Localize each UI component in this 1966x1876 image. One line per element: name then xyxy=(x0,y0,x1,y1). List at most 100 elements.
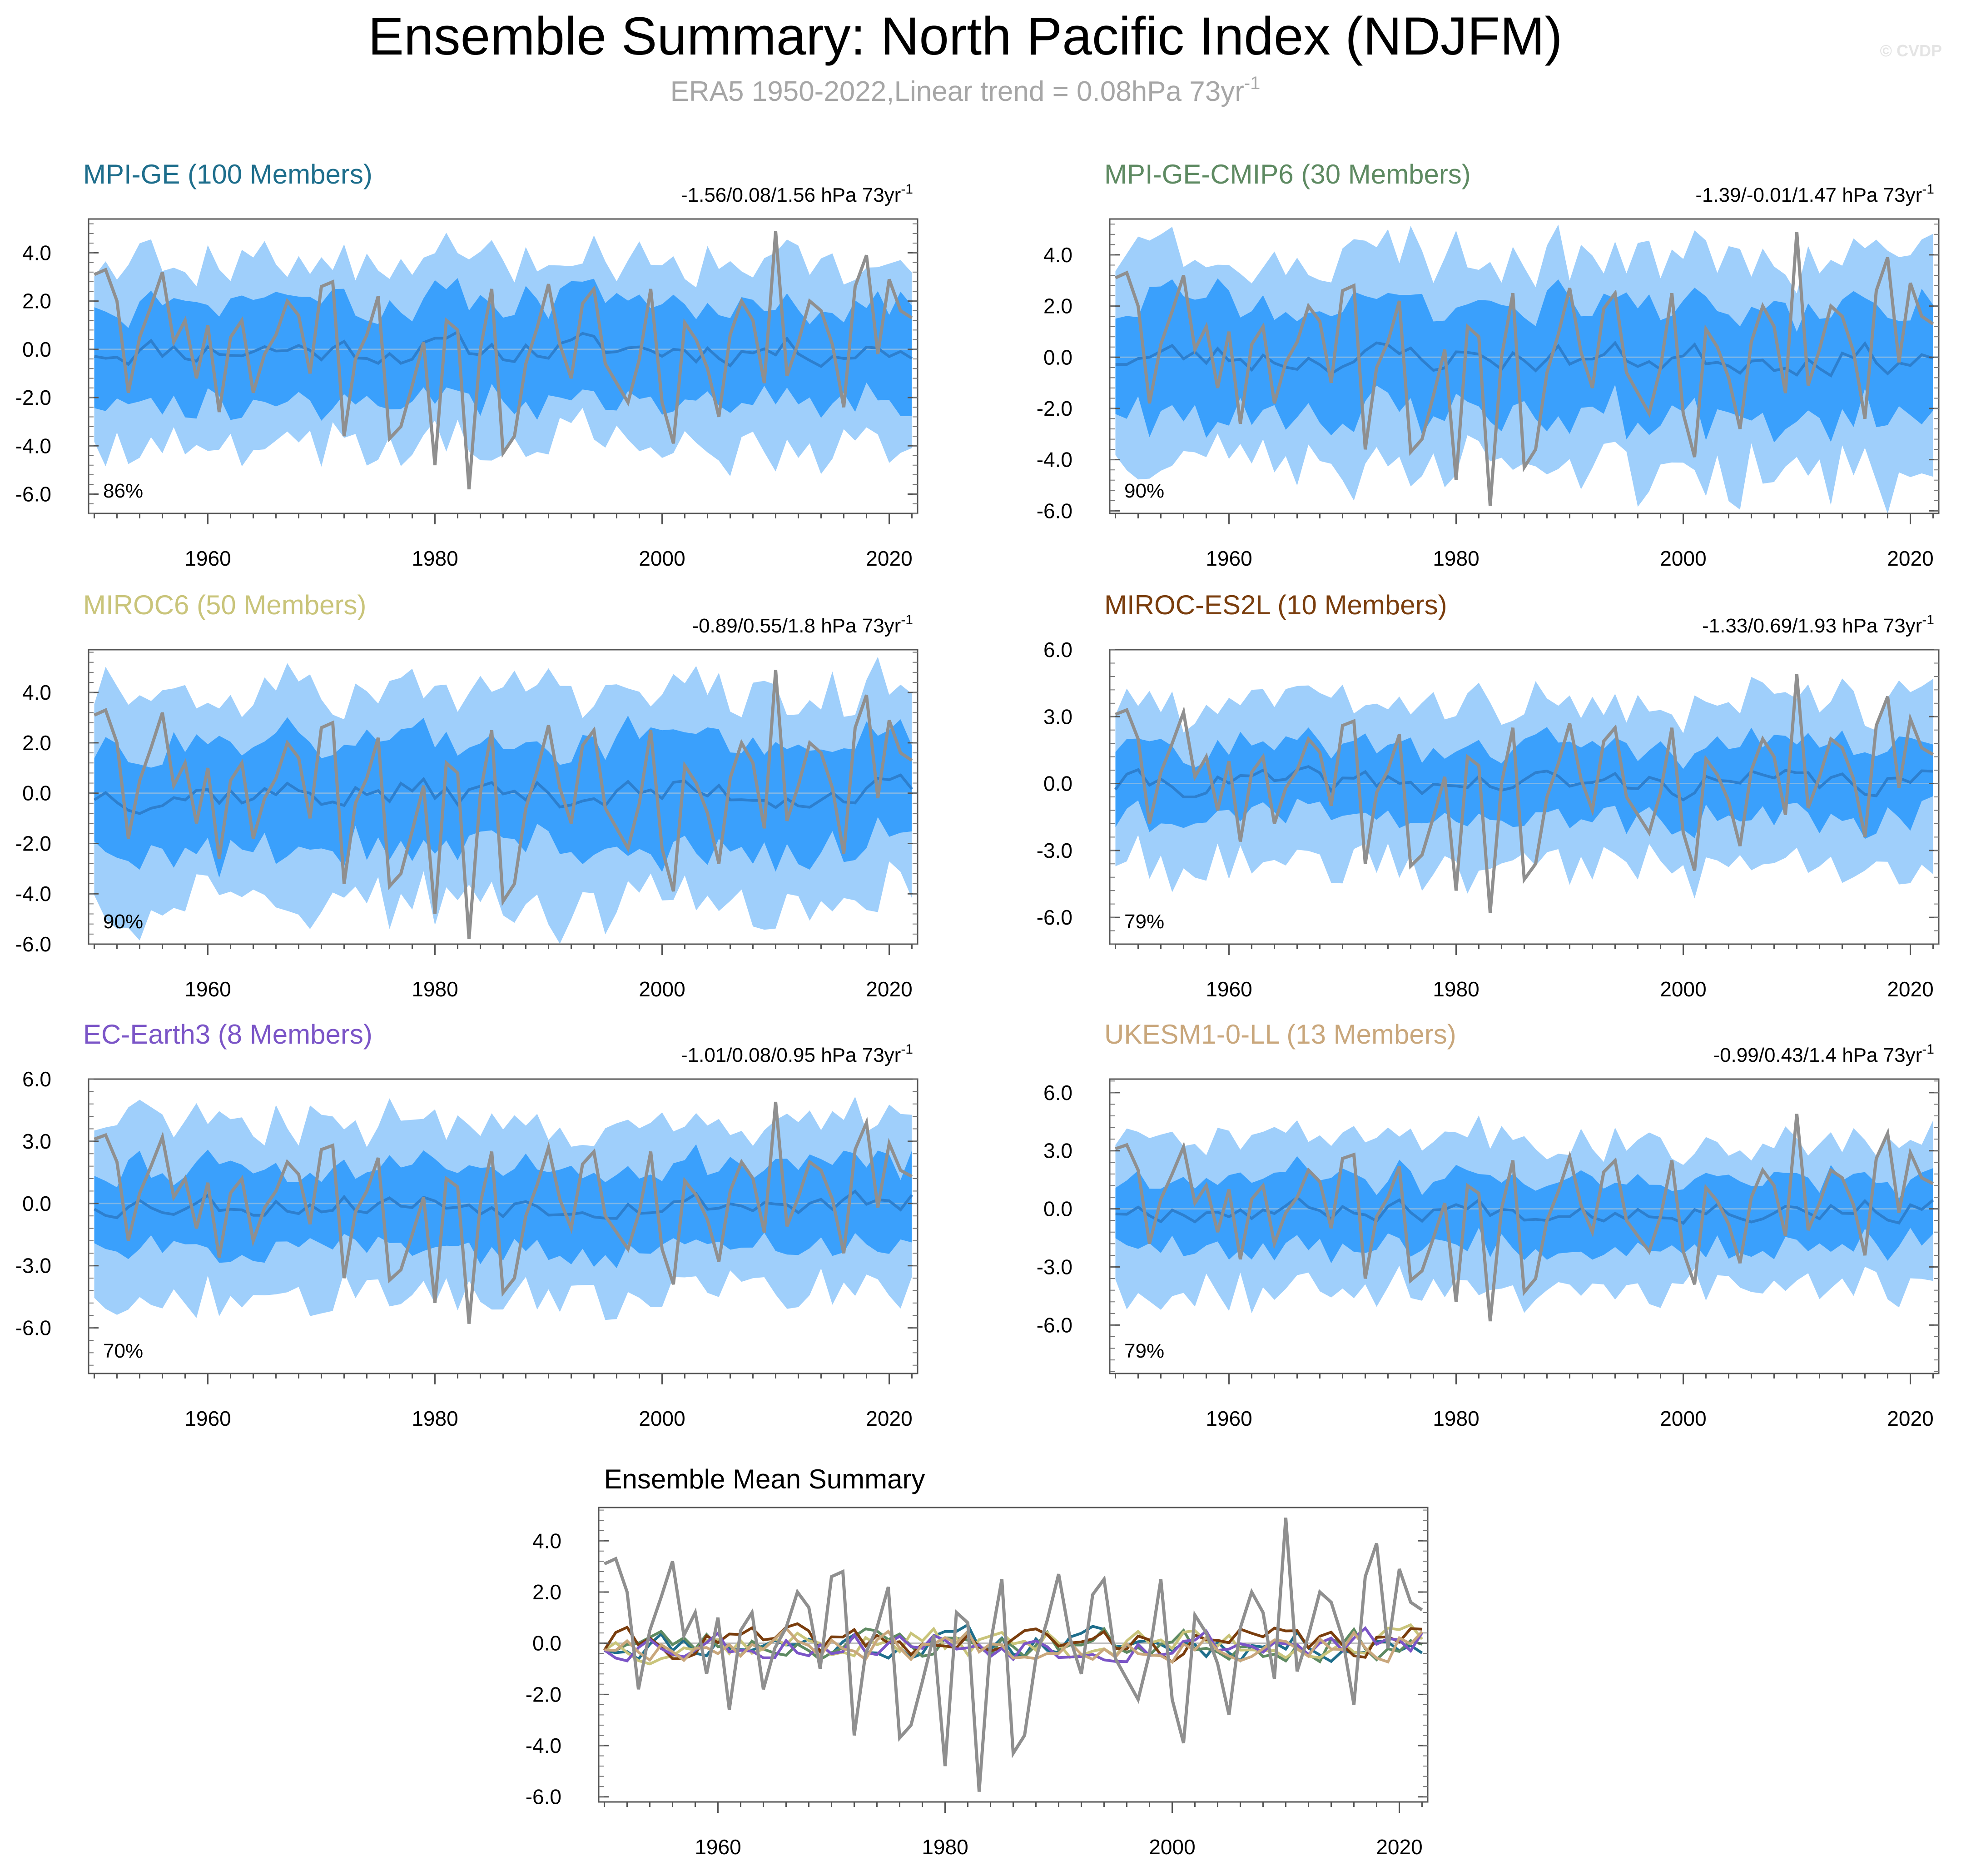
x-tick-label: 1980 xyxy=(1433,1407,1479,1430)
y-tick-label: 0.0 xyxy=(532,1632,561,1655)
x-tick-label: 2020 xyxy=(866,977,912,1001)
y-tick-label: 3.0 xyxy=(22,1130,51,1153)
y-tick-label: -2.0 xyxy=(526,1682,561,1706)
percent-label: 90% xyxy=(1124,480,1164,502)
x-tick-label: 2020 xyxy=(1887,977,1933,1001)
plot-area xyxy=(89,1096,918,1324)
percent-label: 86% xyxy=(103,480,143,502)
x-tick-label: 2020 xyxy=(1887,1407,1933,1430)
y-tick-label: -6.0 xyxy=(15,932,51,956)
x-tick-label: 2000 xyxy=(1660,547,1706,570)
chart-panel: 90% -1.39/-0.01/1.47 hPa 73yr-1 MPI-GE-CMI… xyxy=(1037,159,1940,570)
chart-panel: 86% -1.56/0.08/1.56 hPa 73yr-1 MPI-GE (100… xyxy=(15,159,918,570)
observation-line xyxy=(94,231,913,490)
y-tick-label: 2.0 xyxy=(22,731,51,755)
y-tick-label: 3.0 xyxy=(1043,705,1072,728)
percent-label: 79% xyxy=(1124,911,1164,933)
y-tick-label: -6.0 xyxy=(15,483,51,506)
y-tick-label: 3.0 xyxy=(1043,1139,1072,1163)
x-tick-label: 1960 xyxy=(184,547,231,570)
x-tick-label: 2000 xyxy=(1660,977,1706,1001)
y-tick-label: -2.0 xyxy=(15,386,51,409)
trend-sup: -1 xyxy=(901,1042,913,1057)
observation-line xyxy=(94,1101,913,1324)
trend-sup: -1 xyxy=(1922,1042,1934,1057)
y-tick-label: -4.0 xyxy=(526,1734,561,1757)
x-tick-label: 1960 xyxy=(184,977,231,1001)
x-tick-label: 2000 xyxy=(639,1407,685,1430)
plot-area xyxy=(599,1518,1428,1792)
x-tick-label: 1960 xyxy=(1206,977,1252,1001)
y-tick-label: -2.0 xyxy=(15,831,51,855)
figure-subtitle: ERA5 1950-2022,Linear trend = 0.08hPa 73… xyxy=(670,73,1261,107)
x-tick-label: 2020 xyxy=(866,1407,912,1430)
trend-label: -1.39/-0.01/1.47 hPa 73yr-1 xyxy=(1695,182,1934,206)
x-tick-label: 1980 xyxy=(1433,977,1479,1001)
y-tick-label: 0.0 xyxy=(1043,345,1072,369)
y-tick-label: 4.0 xyxy=(532,1529,561,1553)
plot-area xyxy=(1110,1114,1939,1322)
x-tick-label: 2020 xyxy=(866,547,912,570)
panel-title: MIROC6 (50 Members) xyxy=(83,590,366,620)
trend-label: -0.99/0.43/1.4 hPa 73yr-1 xyxy=(1713,1042,1934,1066)
y-tick-label: -4.0 xyxy=(15,434,51,458)
panel-title: MPI-GE-CMIP6 (30 Members) xyxy=(1104,159,1471,189)
x-tick-label: 1960 xyxy=(184,1407,231,1430)
y-tick-label: -6.0 xyxy=(526,1785,561,1809)
y-tick-label: -4.0 xyxy=(1037,448,1072,472)
x-tick-label: 1980 xyxy=(412,1407,458,1430)
observation-line xyxy=(1115,1114,1934,1322)
chart-panel: 90% -0.89/0.55/1.8 hPa 73yr-1 MIROC6 (50 M… xyxy=(15,590,918,1001)
panel-title: EC-Earth3 (8 Members) xyxy=(83,1019,372,1050)
plot-area xyxy=(89,231,918,490)
y-tick-label: 6.0 xyxy=(22,1067,51,1091)
credit-watermark: © CVDP xyxy=(1880,41,1942,60)
chart-panel: 79% -1.33/0.69/1.93 hPa 73yr-1 MIROC-ES2L … xyxy=(1037,590,1940,1001)
plot-area xyxy=(89,657,918,944)
y-tick-label: 6.0 xyxy=(1043,638,1072,662)
trend-sup: -1 xyxy=(1922,612,1934,627)
y-tick-label: -6.0 xyxy=(1037,499,1072,522)
y-tick-label: 0.0 xyxy=(1043,1197,1072,1221)
y-tick-label: 4.0 xyxy=(22,241,51,264)
y-tick-label: -4.0 xyxy=(15,882,51,906)
y-tick-label: 6.0 xyxy=(1043,1081,1072,1105)
observation-line xyxy=(604,1518,1423,1792)
trend-label: -1.01/0.08/0.95 hPa 73yr-1 xyxy=(681,1042,913,1066)
plot-area xyxy=(1110,674,1939,913)
x-tick-label: 2020 xyxy=(1376,1835,1422,1859)
y-tick-label: -3.0 xyxy=(1037,1255,1072,1279)
y-tick-label: 2.0 xyxy=(1043,294,1072,318)
chart-panel: 70% -1.01/0.08/0.95 hPa 73yr-1 EC-Earth3 (… xyxy=(15,1019,918,1430)
panel-title: Ensemble Mean Summary xyxy=(604,1464,925,1494)
panel-title: MPI-GE (100 Members) xyxy=(83,159,372,189)
x-tick-label: 1980 xyxy=(1433,547,1479,570)
figure-title: Ensemble Summary: North Pacific Index (N… xyxy=(368,6,1562,66)
panel-title: UKESM1-0-LL (13 Members) xyxy=(1104,1019,1456,1050)
ensemble-mean-series xyxy=(604,1626,1423,1664)
panel-title: MIROC-ES2L (10 Members) xyxy=(1104,590,1447,620)
x-tick-label: 1980 xyxy=(412,977,458,1001)
x-tick-label: 1960 xyxy=(1206,547,1252,570)
trend-label: -1.56/0.08/1.56 hPa 73yr-1 xyxy=(681,182,913,206)
x-tick-label: 2000 xyxy=(1660,1407,1706,1430)
y-tick-label: -3.0 xyxy=(15,1254,51,1278)
panels: 86% -1.56/0.08/1.56 hPa 73yr-1 MPI-GE (100… xyxy=(15,159,1940,1859)
ensemble-mean-line xyxy=(1115,340,1934,378)
y-tick-label: 4.0 xyxy=(22,681,51,704)
trend-sup: -1 xyxy=(901,612,913,627)
y-tick-label: -6.0 xyxy=(15,1316,51,1340)
trend-sup: -1 xyxy=(901,182,913,197)
y-tick-label: 2.0 xyxy=(532,1580,561,1604)
trend-value: -1.33/0.69/1.93 hPa 73yr xyxy=(1702,615,1922,637)
x-tick-label: 1980 xyxy=(412,547,458,570)
observation-line xyxy=(1115,674,1934,913)
trend-value: -0.99/0.43/1.4 hPa 73yr xyxy=(1713,1044,1922,1066)
y-tick-label: 4.0 xyxy=(1043,243,1072,267)
chart-panel: Ensemble Mean Summary 4.0 2.0 0.0 -2.0 -4.0 -6… xyxy=(526,1464,1429,1859)
x-tick-label: 2000 xyxy=(639,547,685,570)
trend-value: -0.89/0.55/1.8 hPa 73yr xyxy=(692,615,901,637)
trend-label: -0.89/0.55/1.8 hPa 73yr-1 xyxy=(692,612,913,637)
y-tick-label: 2.0 xyxy=(22,289,51,313)
